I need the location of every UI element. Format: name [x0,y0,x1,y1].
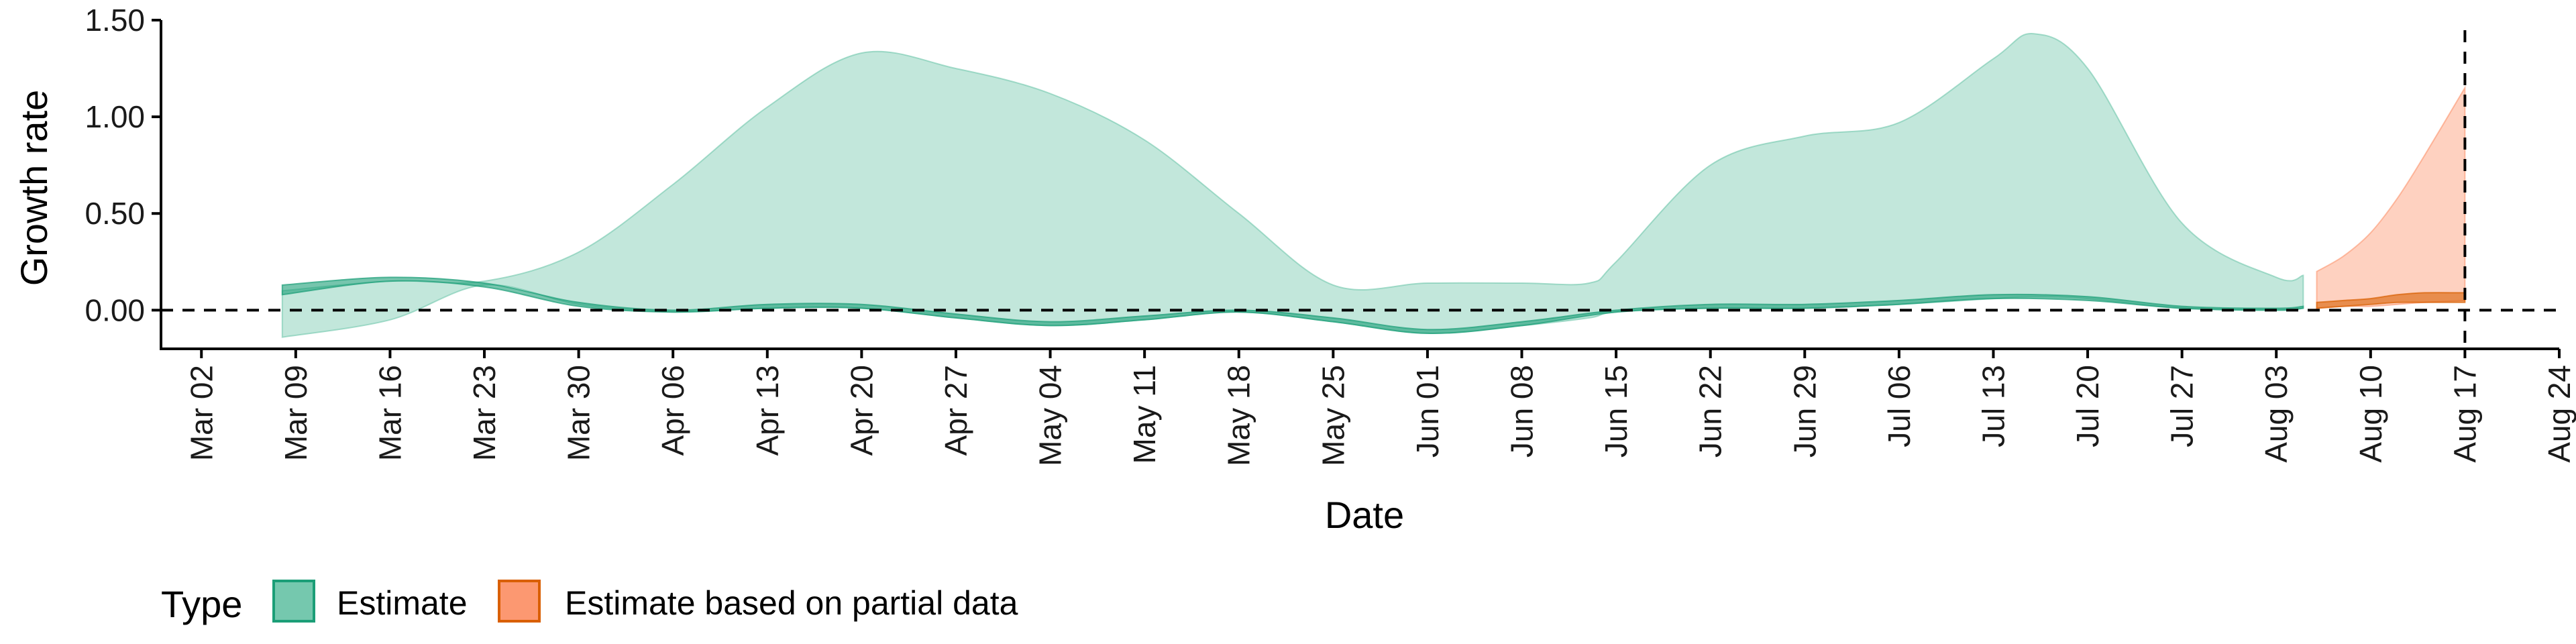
x-tick-label: May 18 [1222,365,1256,466]
x-tick-label: May 04 [1033,365,1068,466]
x-tick-label: Jun 15 [1599,365,1633,458]
x-tick-label: Mar 09 [278,365,313,461]
legend-label-estimate: Estimate [337,584,468,622]
band-outer-partial [2316,85,2466,309]
legend-swatch-estimate [272,580,315,623]
x-tick-label: Jun 01 [1410,365,1445,458]
legend: Type Estimate Estimate based on partial … [161,580,1018,625]
x-tick-label: Jul 27 [2165,365,2200,447]
x-tick-label: Apr 20 [844,365,879,456]
x-tick-label: May 11 [1127,365,1162,464]
legend-label-partial: Estimate based on partial data [565,584,1018,622]
band-inner-partial [2316,292,2466,309]
legend-title: Type [161,583,242,625]
x-axis: Mar 02 Mar 09 Mar 16 Mar 23 Mar 30 Apr 06 Apr … [160,347,2576,466]
x-tick-label: Aug 10 [2353,365,2388,463]
series-bands [281,33,2466,338]
x-tick-label: May 25 [1316,365,1350,466]
x-tick-label: Mar 30 [561,365,596,461]
x-tick-label: Aug 03 [2259,365,2294,463]
x-tick-label: Jul 06 [1882,365,1917,447]
y-tick-label: 0.50 [85,196,145,231]
x-tick-label: Aug 24 [2542,365,2576,463]
legend-swatch-partial [498,580,541,623]
y-tick-label: 0.00 [85,292,145,327]
x-axis-title: Date [1325,494,1404,536]
x-tick-label: Mar 02 [184,365,219,461]
band-inner-estimate [281,276,2304,334]
x-tick-label: Jun 08 [1505,365,1540,458]
y-axis: 0.00 0.50 1.00 1.50 [85,3,162,350]
x-tick-label: Apr 27 [938,365,973,456]
x-tick-label: Jul 20 [2070,365,2105,447]
plot-area [161,30,2559,349]
x-tick-label: Jun 22 [1693,365,1728,458]
y-tick-label: 1.00 [85,99,145,134]
x-tick-label: Apr 13 [750,365,785,456]
x-tick-label: Aug 17 [2447,365,2482,463]
x-tick-label: Mar 23 [467,365,502,461]
x-tick-label: Apr 06 [655,365,690,456]
y-tick-label: 1.50 [85,3,145,38]
y-axis-title: Growth rate [13,90,55,286]
x-tick-label: Jul 13 [1976,365,2011,447]
x-tick-label: Mar 16 [372,365,407,461]
x-tick-label: Jun 29 [1787,365,1822,458]
band-outer-estimate [281,33,2304,338]
